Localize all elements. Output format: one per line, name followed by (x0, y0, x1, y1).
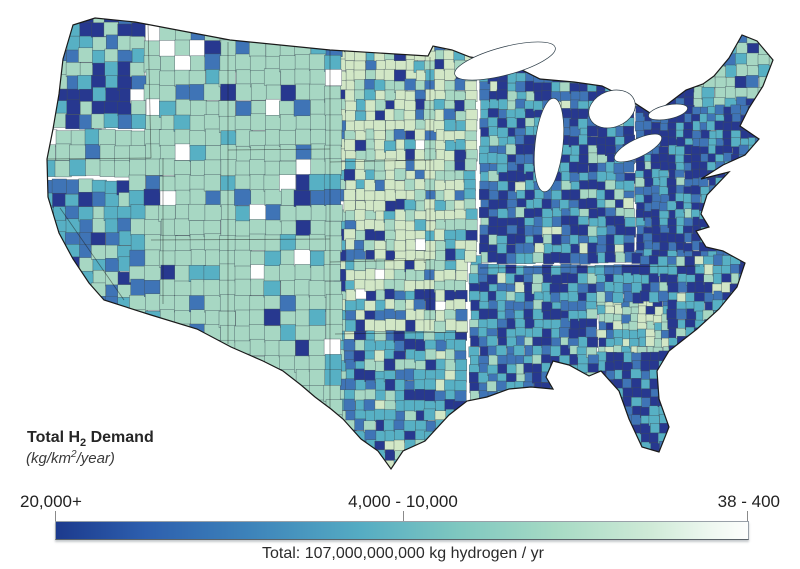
scale-label-mid: 4,000 - 10,000 (348, 492, 458, 511)
legend-gradient-bar (55, 521, 749, 540)
lake-ontario (648, 103, 688, 121)
lake-michigan (533, 97, 565, 193)
legend-title: Total H2 Demand (27, 429, 154, 450)
legend-tick-left (55, 511, 56, 521)
county-cells-layer (47, 18, 773, 469)
lake-erie (613, 133, 663, 163)
great-lakes-layer (454, 41, 688, 193)
us-outline (46, 17, 774, 471)
scale-label-high: 20,000+ (20, 492, 82, 511)
state-lines-layer (47, 22, 701, 408)
legend-tick-right (747, 511, 748, 521)
scale-label-low: 38 - 400 (717, 492, 780, 511)
us-choropleth-map (46, 17, 774, 471)
total-hydrogen-label: Total: 107,000,000,000 kg hydrogen / yr (262, 545, 544, 562)
lake-huron (588, 89, 636, 129)
legend-units: (kg/km2/year) (26, 449, 115, 467)
legend-tick-middle (403, 511, 404, 521)
lake-superior (454, 41, 556, 81)
